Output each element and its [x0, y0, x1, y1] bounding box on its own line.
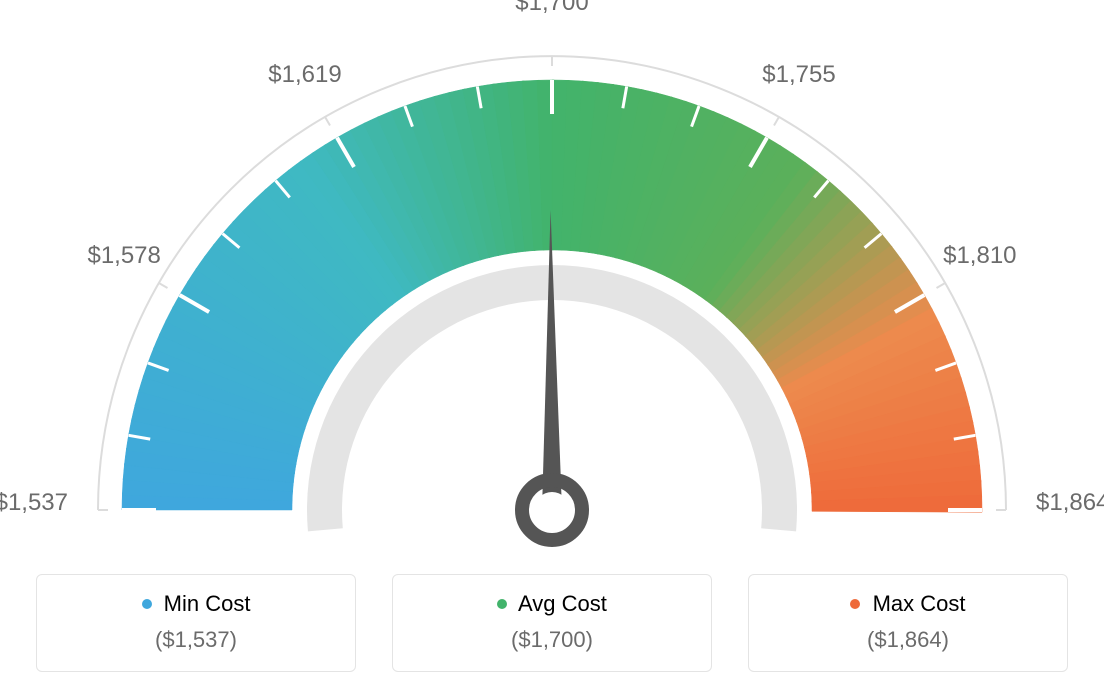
- svg-text:$1,864: $1,864: [1036, 489, 1104, 516]
- dot-icon: [497, 599, 507, 609]
- legend-row: Min Cost ($1,537) Avg Cost ($1,700) Max …: [0, 574, 1104, 672]
- svg-text:$1,700: $1,700: [515, 0, 588, 16]
- legend-min-label: Min Cost: [164, 591, 251, 616]
- gauge-chart: $1,537 $1,578 $1,619 $1,700 $1,755 $1,810 $1,8…: [0, 0, 1104, 560]
- svg-text:$1,810: $1,810: [943, 242, 1016, 269]
- legend-avg-title: Avg Cost: [413, 591, 691, 617]
- legend-card-avg: Avg Cost ($1,700): [392, 574, 712, 672]
- legend-card-max: Max Cost ($1,864): [748, 574, 1068, 672]
- dot-icon: [850, 599, 860, 609]
- legend-avg-label: Avg Cost: [518, 591, 607, 616]
- legend-max-value: ($1,864): [769, 627, 1047, 653]
- svg-text:$1,619: $1,619: [268, 61, 341, 88]
- legend-max-label: Max Cost: [873, 591, 966, 616]
- legend-min-title: Min Cost: [57, 591, 335, 617]
- legend-card-min: Min Cost ($1,537): [36, 574, 356, 672]
- legend-avg-value: ($1,700): [413, 627, 691, 653]
- svg-text:$1,755: $1,755: [762, 61, 835, 88]
- gauge-container: $1,537 $1,578 $1,619 $1,700 $1,755 $1,810 $1,8…: [0, 0, 1104, 560]
- svg-text:$1,578: $1,578: [87, 242, 160, 269]
- legend-max-title: Max Cost: [769, 591, 1047, 617]
- dot-icon: [142, 599, 152, 609]
- svg-text:$1,537: $1,537: [0, 489, 68, 516]
- legend-min-value: ($1,537): [57, 627, 335, 653]
